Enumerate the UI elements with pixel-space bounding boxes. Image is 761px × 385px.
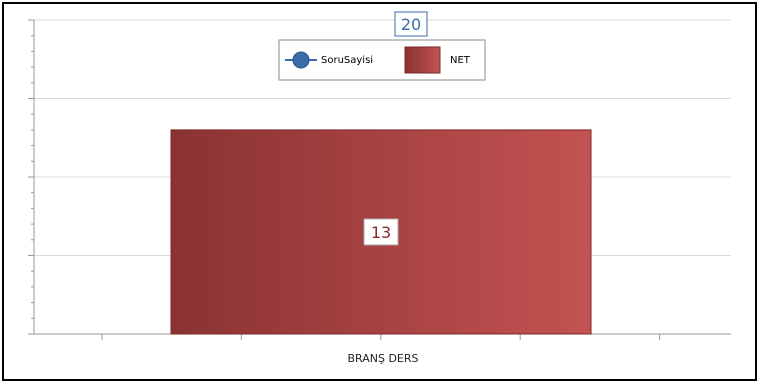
data-labels: BRANŞ DERS 13 20 — [347, 11, 428, 365]
x-tick-label: BRANŞ DERS — [347, 352, 418, 365]
bar-data-label: 13 — [371, 223, 391, 242]
line-data-label-box — [394, 11, 428, 37]
legend-line-marker — [292, 51, 310, 69]
legend-label-sorusayisi: SoruSayisi — [321, 55, 373, 66]
legend: SoruSayisi NET — [278, 39, 486, 81]
legend-bar-swatch — [404, 46, 441, 74]
bar-data-label-box — [363, 218, 399, 246]
legend-label-net: NET — [450, 55, 471, 66]
line-data-label: 20 — [401, 15, 421, 34]
